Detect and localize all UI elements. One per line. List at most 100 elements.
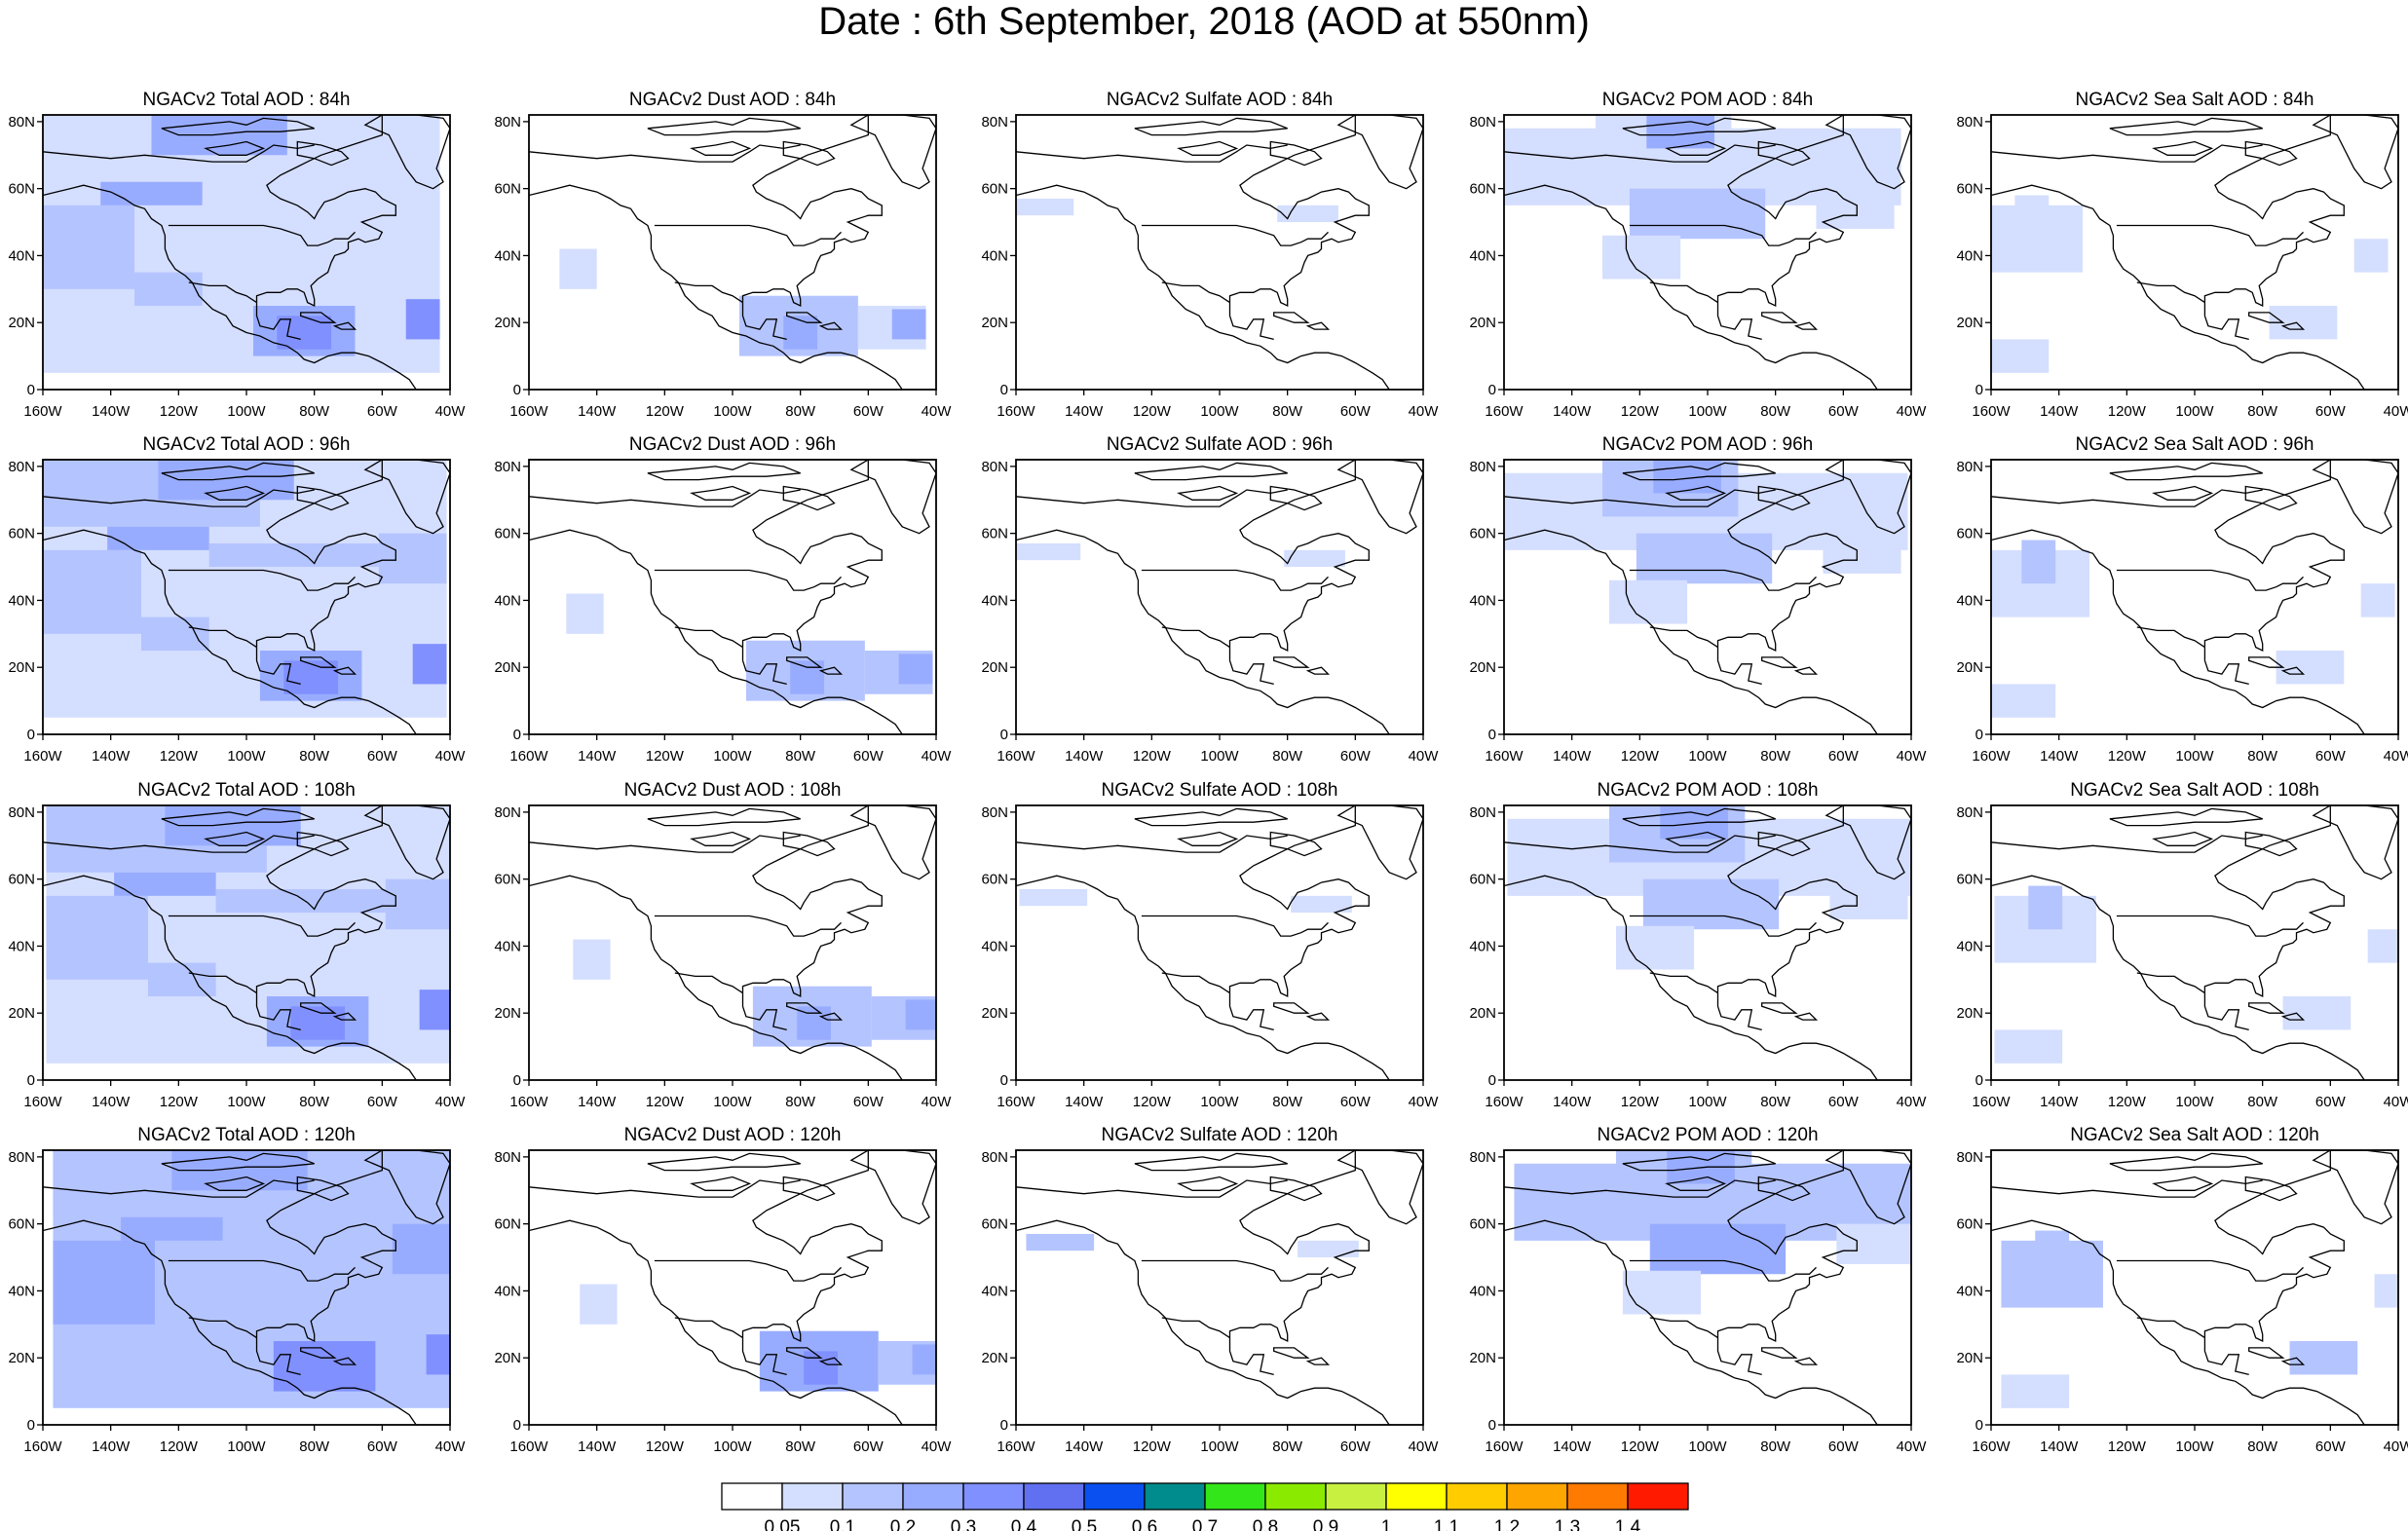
- aod-region: [114, 872, 216, 896]
- lon-tick-label: 60W: [1828, 1094, 1860, 1110]
- lon-tick-label: 140W: [578, 1094, 617, 1110]
- lon-tick-label: 120W: [160, 748, 199, 765]
- lon-tick-label: 160W: [23, 1094, 62, 1110]
- map-panel-r2-c2: NGACv2 Dust AOD : 96h 160W 140W 120W 100W 80W…: [494, 434, 952, 765]
- colorbar-swatch: [902, 1482, 964, 1511]
- map-panel-r3-c3: NGACv2 Sulfate AOD : 108h 160W 140W 120W 100…: [981, 780, 1439, 1110]
- aod-region: [1636, 533, 1773, 584]
- lon-tick-label: 40W: [922, 748, 953, 765]
- lat-tick-label: 40N: [494, 247, 521, 264]
- panel-title: NGACv2 Total AOD : 96h: [143, 434, 351, 455]
- aod-region: [1284, 549, 1345, 568]
- lon-tick-label: 160W: [997, 1094, 1035, 1110]
- aod-region: [283, 660, 339, 694]
- lat-tick-label: 20N: [8, 315, 35, 331]
- map-panel-r2-c5: NGACv2 Sea Salt AOD : 96h 160W 140W 120W 100…: [1956, 434, 2408, 765]
- lat-tick-label: 80N: [8, 1149, 35, 1166]
- colorbar-swatch: [781, 1482, 844, 1511]
- lon-tick-label: 140W: [92, 1438, 131, 1455]
- lon-tick-label: 80W: [299, 403, 330, 420]
- lon-tick-label: 60W: [1340, 748, 1372, 765]
- aod-region: [573, 939, 611, 980]
- panel-title: NGACv2 Total AOD : 120h: [137, 1125, 356, 1145]
- lat-tick-label: 60N: [1469, 1216, 1496, 1233]
- colorbar-label: 0.6: [1132, 1517, 1157, 1531]
- aod-region: [566, 593, 604, 634]
- lon-tick-label: 160W: [997, 403, 1035, 420]
- lat-tick-label: 80N: [1469, 459, 1496, 475]
- lat-tick-label: 40N: [981, 592, 1008, 609]
- lon-tick-label: 160W: [997, 748, 1035, 765]
- lat-tick-label: 20N: [981, 1350, 1008, 1366]
- map-panel-r2-c3: NGACv2 Sulfate AOD : 96h 160W 140W 120W 100W…: [981, 434, 1439, 765]
- aod-region: [392, 1223, 450, 1275]
- panel-title: NGACv2 POM AOD : 120h: [1597, 1125, 1818, 1145]
- aod-region: [1629, 188, 1766, 240]
- lat-tick-label: 0: [1975, 727, 1983, 743]
- aod-region: [277, 316, 332, 350]
- lon-tick-label: 120W: [1621, 1438, 1660, 1455]
- aod-shading: [1504, 460, 1911, 734]
- lat-tick-label: 80N: [1956, 804, 1983, 821]
- lon-tick-label: 60W: [853, 748, 884, 765]
- map-panel-r2-c4: NGACv2 POM AOD : 96h 160W 140W 120W 100W 80W 6…: [1469, 434, 1927, 765]
- colorbar-swatch: [1506, 1482, 1568, 1511]
- lat-tick-label: 80N: [1469, 114, 1496, 131]
- colorbar-swatch: [1325, 1482, 1387, 1511]
- panel-title: NGACv2 Sulfate AOD : 108h: [1102, 780, 1338, 801]
- map-panel-r3-c1: NGACv2 Total AOD : 108h 160W 140W 120W 100W 8…: [8, 780, 466, 1110]
- lon-tick-label: 160W: [1485, 1438, 1524, 1455]
- lon-tick-label: 80W: [1272, 1094, 1303, 1110]
- map-panel-r3-c4: NGACv2 POM AOD : 108h 160W 140W 120W 100W 80W…: [1469, 780, 1927, 1110]
- lon-tick-label: 100W: [2175, 403, 2214, 420]
- lon-tick-label: 140W: [2040, 1438, 2079, 1455]
- colorbar-swatch: [1083, 1482, 1146, 1511]
- lon-tick-label: 140W: [2040, 403, 2079, 420]
- panel-title: NGACv2 Dust AOD : 108h: [624, 780, 842, 801]
- lon-tick-label: 120W: [2108, 1438, 2147, 1455]
- aod-region: [2289, 1341, 2358, 1375]
- colorbar-label: 0.2: [890, 1517, 916, 1531]
- lat-tick-label: 80N: [8, 804, 35, 821]
- aod-shading: [43, 115, 450, 390]
- lon-tick-label: 100W: [713, 1094, 752, 1110]
- lon-tick-label: 100W: [2175, 1438, 2214, 1455]
- lon-tick-label: 100W: [227, 1438, 266, 1455]
- lon-tick-label: 100W: [1688, 1094, 1727, 1110]
- aod-shading: [529, 460, 936, 734]
- aod-region: [2360, 583, 2395, 617]
- lat-tick-label: 0: [27, 1417, 35, 1434]
- aod-region: [1026, 1233, 1095, 1251]
- lat-tick-label: 0: [1000, 382, 1008, 398]
- lon-tick-label: 80W: [1760, 748, 1791, 765]
- aod-region: [202, 198, 372, 223]
- lat-tick-label: 0: [1000, 1417, 1008, 1434]
- aod-shading: [1991, 460, 2398, 734]
- lat-tick-label: 40N: [981, 247, 1008, 264]
- lon-tick-label: 140W: [92, 748, 131, 765]
- lon-tick-label: 80W: [1272, 748, 1303, 765]
- map-panel-r1-c4: NGACv2 POM AOD : 84h 160W 140W 120W 100W 80W 6…: [1469, 90, 1927, 420]
- lon-tick-label: 40W: [1897, 1094, 1928, 1110]
- panel-title: NGACv2 Sea Salt AOD : 108h: [2070, 780, 2319, 801]
- lon-tick-label: 140W: [2040, 1094, 2079, 1110]
- lon-tick-label: 120W: [1621, 748, 1660, 765]
- lon-tick-label: 80W: [2247, 1438, 2278, 1455]
- lon-tick-label: 60W: [853, 1094, 884, 1110]
- lon-tick-label: 120W: [160, 403, 199, 420]
- lat-tick-label: 0: [1488, 1417, 1496, 1434]
- lat-tick-label: 20N: [1956, 1350, 1983, 1366]
- lon-tick-label: 40W: [2384, 403, 2408, 420]
- lon-tick-label: 100W: [2175, 748, 2214, 765]
- lon-tick-label: 100W: [227, 1094, 266, 1110]
- lat-tick-label: 0: [513, 727, 521, 743]
- aod-region: [1994, 1029, 2063, 1064]
- lon-tick-label: 120W: [646, 403, 685, 420]
- lat-tick-label: 40N: [981, 938, 1008, 954]
- lat-tick-label: 60N: [494, 1216, 521, 1233]
- lat-tick-label: 40N: [1956, 1283, 1983, 1299]
- lat-tick-label: 60N: [8, 872, 35, 888]
- aod-shading: [1016, 115, 1423, 390]
- aod-region: [1823, 533, 1901, 574]
- lon-tick-label: 120W: [1133, 1438, 1172, 1455]
